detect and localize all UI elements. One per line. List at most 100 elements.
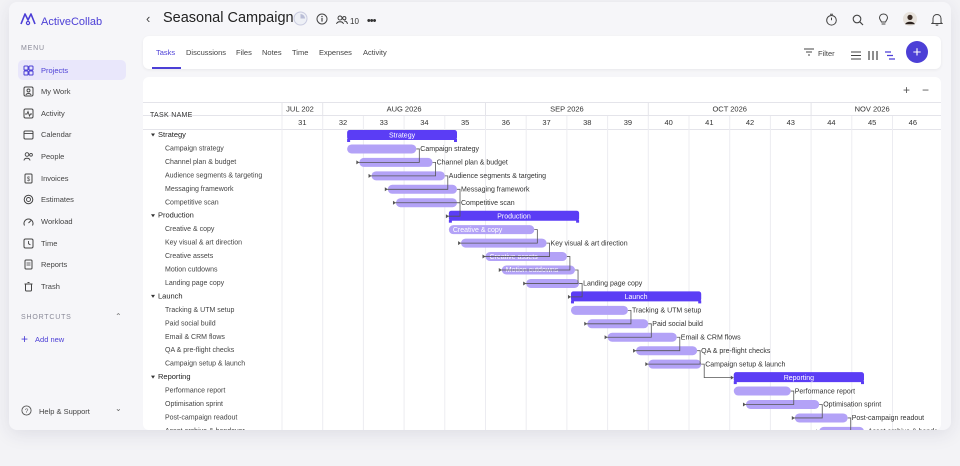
sidebar-item-label: Time [41, 238, 58, 248]
back-chevron-icon[interactable]: ‹ [146, 11, 151, 26]
add-task-button[interactable]: + [906, 41, 928, 63]
info-icon[interactable] [316, 12, 328, 30]
dependency-arrow [791, 415, 795, 420]
week-label: 43 [787, 118, 795, 127]
tab-activity[interactable]: Activity [363, 48, 387, 57]
group-bar[interactable] [347, 130, 458, 140]
estimate-icon [23, 194, 34, 205]
add-new-shortcut[interactable]: + Add new [21, 332, 64, 346]
sidebar-item-reports[interactable]: Reports [18, 254, 126, 274]
task-name: Paid social build [165, 320, 216, 327]
columns-view-icon[interactable] [868, 47, 878, 65]
zoom-in-icon[interactable]: + [903, 83, 911, 97]
avatar[interactable] [903, 12, 917, 31]
filter-icon [804, 48, 814, 58]
collapse-triangle-icon[interactable] [151, 375, 155, 379]
group-bar[interactable] [448, 210, 580, 221]
dependency-arrow [458, 241, 462, 246]
stopwatch-icon[interactable] [825, 13, 838, 31]
sidebar-item-label: My Work [41, 86, 71, 96]
dependency-arrow [567, 294, 571, 299]
task-bar[interactable] [733, 386, 791, 396]
people-icon [23, 151, 34, 162]
help-icon: ? [21, 405, 32, 418]
task-name: Motion cutdowns [165, 267, 218, 274]
task-bar-label: Creative assets [490, 254, 539, 261]
lightbulb-icon[interactable] [878, 12, 889, 31]
sidebar-item-label: Trash [41, 281, 60, 291]
week-label: 45 [868, 118, 876, 127]
zoom-out-icon[interactable]: − [922, 83, 930, 97]
sidebar-item-trash[interactable]: Trash [18, 276, 126, 296]
group-bar-label: Reporting [784, 375, 814, 382]
more-options-icon[interactable]: ••• [366, 15, 377, 27]
dependency-arrow [523, 281, 527, 286]
task-name: Creative assets [165, 253, 214, 260]
task-bar[interactable] [819, 426, 864, 430]
project-people[interactable]: 10 [336, 15, 359, 27]
dependency-connector [369, 162, 436, 177]
logo[interactable]: ActiveCollab [19, 12, 102, 31]
group-bar[interactable] [733, 372, 865, 383]
dependency-connector [701, 363, 732, 378]
sidebar-item-estimates[interactable]: Estimates [18, 189, 126, 209]
tab-expenses[interactable]: Expenses [319, 48, 352, 57]
dependency-arrow [384, 187, 388, 192]
dependency-connector [743, 390, 795, 405]
dependency-connector [646, 350, 701, 365]
sidebar-item-workload[interactable]: Workload [18, 211, 126, 231]
app-name: ActiveCollab [41, 15, 103, 28]
help-support[interactable]: ? Help & Support [21, 405, 90, 418]
sidebar-item-projects[interactable]: Projects [18, 60, 126, 80]
collapse-triangle-icon[interactable] [151, 214, 155, 218]
report-icon [23, 259, 34, 270]
collapse-triangle-icon[interactable] [151, 133, 155, 137]
week-label: 34 [420, 118, 428, 127]
plus-icon: + [21, 332, 29, 346]
timeline-view-icon[interactable] [885, 47, 895, 65]
chevron-down-icon[interactable]: ⌄ [115, 404, 122, 413]
task-bar-label: Competitive scan [461, 200, 515, 207]
sidebar-item-time[interactable]: Time [18, 233, 126, 253]
dependency-arrow [816, 429, 818, 430]
search-icon[interactable] [852, 13, 864, 31]
task-bar[interactable] [347, 144, 417, 154]
task-bar[interactable] [448, 225, 535, 235]
sidebar-item-my-work[interactable]: My Work [18, 81, 126, 101]
list-view-icon[interactable] [851, 47, 861, 65]
task-name: Post-campaign readout [165, 414, 237, 421]
task-name: Channel plan & budget [165, 159, 236, 166]
tab-notes[interactable]: Notes [262, 48, 282, 57]
tab-files[interactable]: Files [236, 48, 252, 57]
tab-discussions[interactable]: Discussions [186, 48, 227, 57]
task-name: Messaging framework [165, 186, 234, 193]
collapse-triangle-icon[interactable] [151, 294, 155, 298]
task-bar[interactable] [570, 305, 628, 315]
project-color-icon[interactable] [293, 11, 308, 31]
dependency-connector [847, 417, 852, 430]
tab-time[interactable]: Time [292, 48, 309, 57]
group-name: Launch [158, 291, 183, 300]
dependency-connector [585, 309, 632, 325]
month-label: OCT 2026 [712, 105, 746, 114]
trash-icon [23, 281, 34, 292]
group-bar[interactable] [570, 291, 702, 302]
task-bar-label: QA & pre-flight checks [701, 348, 771, 355]
task-name: QA & pre-flight checks [165, 347, 235, 354]
sidebar-item-invoices[interactable]: $ Invoices [18, 168, 126, 188]
week-label: 37 [542, 118, 550, 127]
notifications-bell-icon[interactable] [930, 13, 944, 31]
sidebar-item-people[interactable]: People [18, 146, 126, 166]
dependency-arrow [368, 173, 372, 178]
chevron-up-icon[interactable]: ⌃ [115, 312, 122, 321]
filter-button[interactable]: Filter [804, 48, 835, 58]
dependency-connector [792, 404, 823, 419]
week-label: 42 [746, 118, 754, 127]
task-bar-label: Post-campaign readout [852, 415, 924, 422]
dependency-arrow [604, 335, 608, 340]
sidebar-item-activity[interactable]: Activity [18, 103, 126, 123]
sidebar-item-calendar[interactable]: Calendar [18, 124, 126, 144]
svg-text:?: ? [25, 408, 29, 415]
week-label: 31 [298, 118, 306, 127]
tab-tasks[interactable]: Tasks [156, 48, 176, 57]
